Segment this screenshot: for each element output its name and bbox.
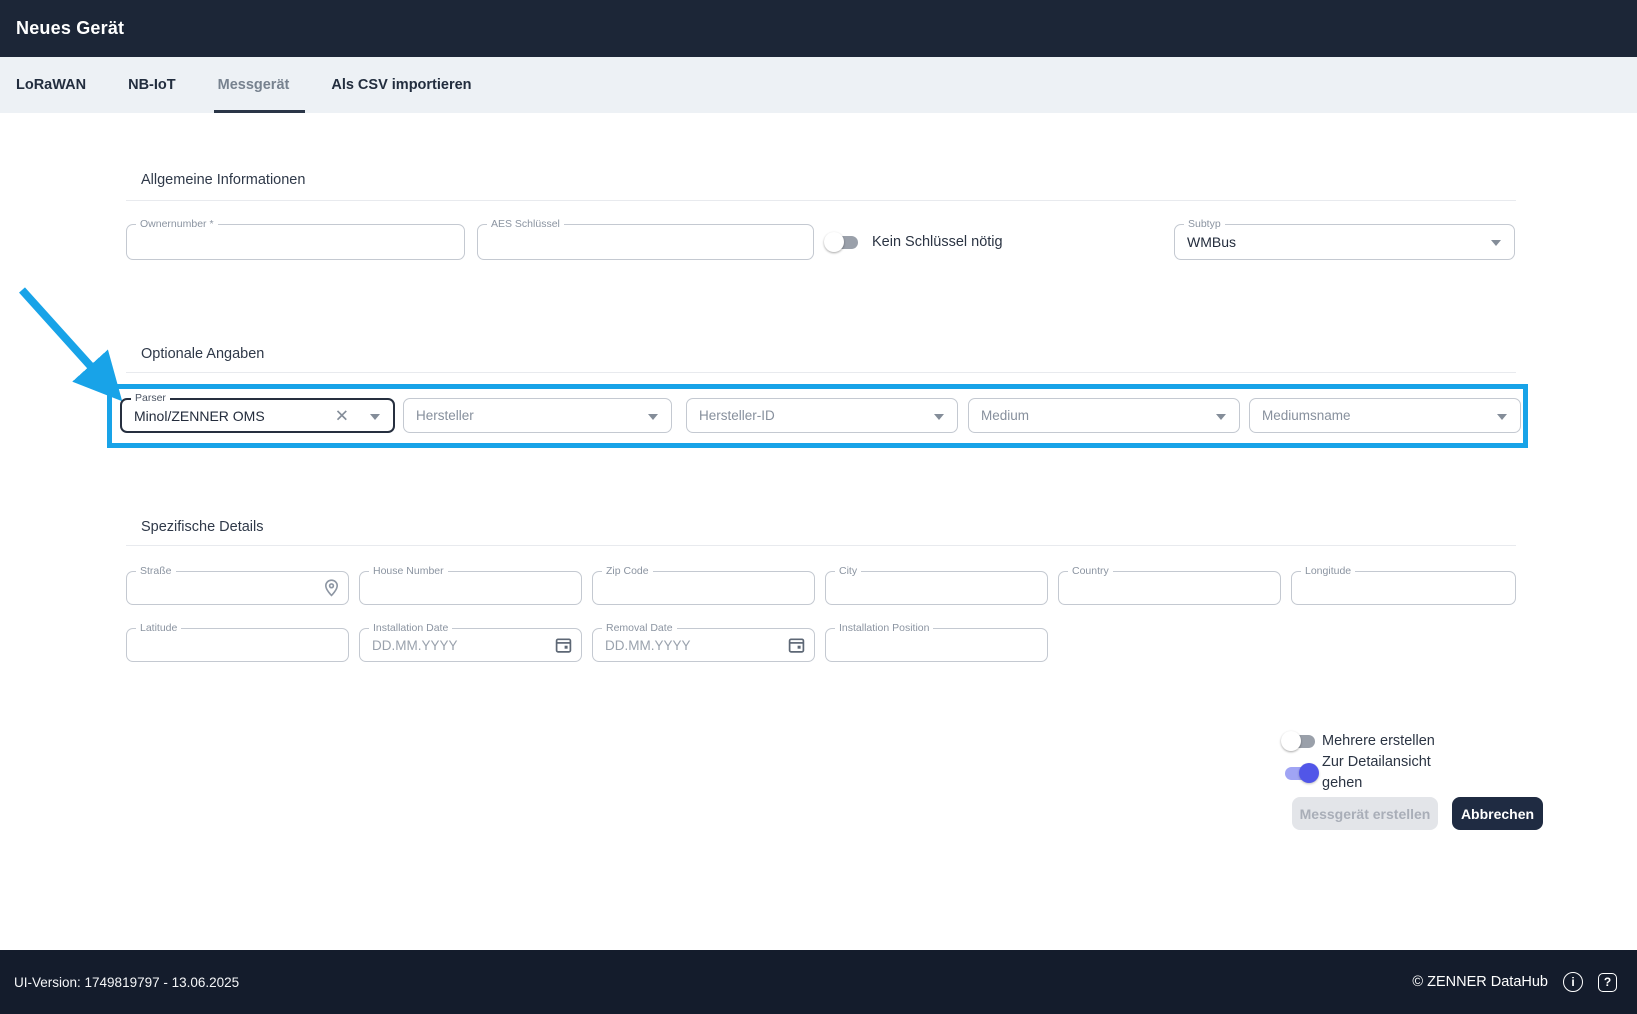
removal-date-field[interactable]: Removal Date: [592, 622, 815, 662]
ownernumber-field[interactable]: Ownernumber *: [126, 218, 465, 260]
divider: [126, 372, 1516, 373]
page-title: Neues Gerät: [16, 18, 125, 38]
strasse-input[interactable]: [127, 572, 348, 604]
removal-date-input[interactable]: [593, 629, 814, 661]
medium-select[interactable]: Medium: [968, 398, 1240, 433]
chevron-down-icon[interactable]: [934, 413, 944, 420]
no-key-toggle[interactable]: [824, 232, 860, 252]
clear-icon[interactable]: ✕: [334, 406, 349, 425]
annotation-arrow: [19, 287, 123, 402]
country-input[interactable]: [1059, 572, 1280, 604]
subtyp-value: WMBus: [1187, 234, 1236, 250]
zip-code-field[interactable]: Zip Code: [592, 565, 815, 605]
brand-text: © ZENNER DataHub: [1412, 974, 1548, 990]
city-field[interactable]: City: [825, 565, 1048, 605]
help-icon[interactable]: ?: [1598, 972, 1617, 992]
ui-version-text: UI-Version: 1749819797 - 13.06.2025: [14, 974, 240, 990]
hersteller-select[interactable]: Hersteller: [403, 398, 672, 433]
chevron-down-icon[interactable]: [648, 413, 658, 420]
detail-view-toggle-label: Zur Detailansicht gehen: [1322, 754, 1431, 791]
cancel-button[interactable]: Abbrechen: [1452, 797, 1543, 830]
installation-date-input[interactable]: [360, 629, 581, 661]
ownernumber-input[interactable]: [127, 225, 464, 259]
multiple-create-toggle[interactable]: [1281, 731, 1317, 751]
tab-bar: LoRaWAN NB-IoT Messgerät Als CSV importi…: [0, 57, 1637, 113]
latitude-input[interactable]: [127, 629, 348, 661]
divider: [126, 545, 1516, 546]
divider: [126, 200, 1516, 201]
hersteller-id-placeholder: Hersteller-ID: [699, 408, 775, 423]
chevron-down-icon[interactable]: [370, 413, 380, 420]
latitude-field[interactable]: Latitude: [126, 622, 349, 662]
city-input[interactable]: [826, 572, 1047, 604]
parser-value: Minol/ZENNER OMS: [134, 407, 265, 424]
info-icon[interactable]: i: [1563, 972, 1583, 992]
multiple-create-toggle-label: Mehrere erstellen: [1322, 733, 1435, 749]
toggle-thumb: [1281, 731, 1301, 751]
subtyp-label: Subtyp: [1184, 218, 1225, 231]
footer-bar: UI-Version: 1749819797 - 13.06.2025 © ZE…: [0, 950, 1637, 1014]
parser-label: Parser: [131, 392, 170, 405]
installation-position-field[interactable]: Installation Position: [825, 622, 1048, 662]
location-pin-icon[interactable]: [324, 579, 339, 597]
hersteller-placeholder: Hersteller: [416, 408, 474, 423]
tab-lorawan[interactable]: LoRaWAN: [16, 77, 87, 93]
subtyp-select[interactable]: Subtyp WMBus: [1174, 218, 1515, 260]
aes-key-field[interactable]: AES Schlüssel: [477, 218, 814, 260]
chevron-down-icon[interactable]: [1491, 240, 1501, 246]
section-title-specific: Spezifische Details: [141, 519, 264, 535]
longitude-input[interactable]: [1292, 572, 1515, 604]
no-key-toggle-label: Kein Schlüssel nötig: [872, 234, 1003, 250]
house-number-input[interactable]: [360, 572, 581, 604]
hersteller-id-select[interactable]: Hersteller-ID: [686, 398, 958, 433]
chevron-down-icon[interactable]: [1497, 413, 1507, 420]
calendar-icon[interactable]: [788, 637, 805, 654]
house-number-field[interactable]: House Number: [359, 565, 582, 605]
longitude-field[interactable]: Longitude: [1291, 565, 1516, 605]
calendar-icon[interactable]: [555, 637, 572, 654]
toggle-thumb: [1299, 763, 1319, 783]
create-device-button[interactable]: Messgerät erstellen: [1292, 797, 1438, 830]
toggle-thumb: [824, 232, 844, 252]
tab-nbiot[interactable]: NB-IoT: [128, 77, 176, 93]
country-field[interactable]: Country: [1058, 565, 1281, 605]
aes-key-input[interactable]: [478, 225, 813, 259]
installation-position-input[interactable]: [826, 629, 1047, 661]
detail-view-toggle[interactable]: [1283, 763, 1319, 783]
chevron-down-icon[interactable]: [1216, 413, 1226, 420]
installation-date-field[interactable]: Installation Date: [359, 622, 582, 662]
section-title-general: Allgemeine Informationen: [141, 172, 306, 188]
mediumsname-select[interactable]: Mediumsname: [1249, 398, 1521, 433]
strasse-field[interactable]: Straße: [126, 565, 349, 605]
mediumsname-placeholder: Mediumsname: [1262, 408, 1351, 423]
section-title-optional: Optionale Angaben: [141, 346, 265, 362]
tab-csv-import[interactable]: Als CSV importieren: [331, 77, 472, 93]
medium-placeholder: Medium: [981, 408, 1030, 423]
parser-select[interactable]: Parser Minol/ZENNER OMS ✕: [120, 392, 395, 433]
tab-messgeraet[interactable]: Messgerät: [213, 57, 306, 113]
page-header: Neues Gerät: [0, 0, 1637, 57]
zip-code-input[interactable]: [593, 572, 814, 604]
